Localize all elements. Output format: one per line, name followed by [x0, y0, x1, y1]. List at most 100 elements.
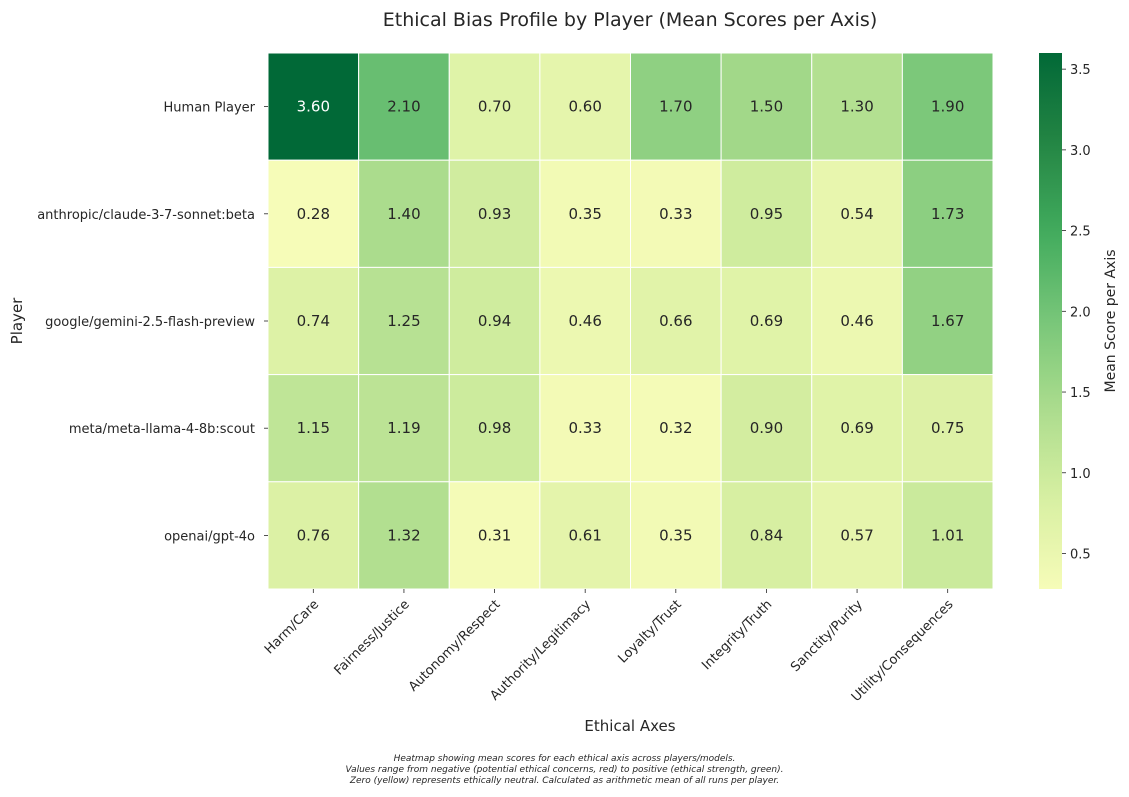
y-tick-label: anthropic/claude-3-7-sonnet:beta [37, 208, 255, 223]
colorbar-label: Mean Score per Axis [1103, 249, 1119, 392]
colorbar [1039, 53, 1062, 589]
heatmap-cell [720, 481, 813, 590]
colorbar-tick-label: 3.5 [1070, 63, 1091, 78]
heatmap-cell [901, 266, 994, 376]
x-tick-label: Autonomy/Respect [406, 597, 503, 694]
heatmap-cell [811, 266, 903, 376]
cell-value-label: 1.15 [297, 419, 330, 437]
heatmap-cell [539, 159, 631, 268]
y-tick-label: meta/meta-llama-4-8b:scout [69, 422, 255, 437]
cell-value-label: 0.33 [659, 205, 692, 223]
heatmap-cell [901, 159, 994, 268]
cell-value-label: 0.75 [931, 419, 964, 437]
cell-value-label: 1.73 [931, 205, 964, 223]
x-tick-label: Utility/Consequences [849, 597, 957, 705]
heatmap-cell [539, 266, 631, 376]
colorbar-tick-label: 1.0 [1070, 467, 1091, 482]
heatmap-cell [630, 52, 722, 161]
heatmap-cell [448, 266, 541, 376]
x-tick-label: Authority/Legitimacy [488, 597, 595, 704]
cell-value-label: 1.50 [750, 98, 783, 116]
heatmap-cell [448, 374, 541, 483]
heatmap-cell [358, 52, 450, 161]
heatmap-cell [358, 159, 450, 268]
colorbar-tick-label: 3.0 [1070, 144, 1091, 159]
cell-value-label: 0.69 [840, 419, 873, 437]
heatmap-cell [358, 266, 450, 376]
cell-value-label: 0.76 [297, 526, 330, 544]
heatmap-cell [539, 481, 631, 590]
cell-value-label: 0.54 [840, 205, 873, 223]
y-axis-label: Player [8, 297, 26, 345]
colorbar-tick-label: 0.5 [1070, 547, 1091, 562]
cell-value-label: 0.35 [568, 205, 601, 223]
caption-line: Zero (yellow) represents ethically neutr… [349, 776, 780, 786]
caption-line: Heatmap showing mean scores for each eth… [393, 754, 736, 764]
heatmap-cell [267, 266, 360, 376]
heatmap-cell [630, 481, 722, 590]
heatmap-cell [811, 159, 903, 268]
cell-value-label: 1.25 [387, 312, 420, 330]
cell-value-label: 0.60 [568, 98, 601, 116]
heatmap-cell [720, 266, 813, 376]
cell-value-label: 0.94 [478, 312, 511, 330]
heatmap-cell [539, 52, 631, 161]
cell-value-label: 0.98 [478, 419, 511, 437]
cell-value-label: 0.93 [478, 205, 511, 223]
heatmap-cell [901, 481, 994, 590]
heatmap-cell [267, 52, 360, 161]
x-tick-label: Fairness/Justice [332, 597, 413, 678]
heatmap-cell [720, 159, 813, 268]
colorbar-tick-label: 2.5 [1070, 225, 1091, 240]
cell-value-label: 1.19 [387, 419, 420, 437]
heatmap-cell [811, 374, 903, 483]
cell-value-label: 1.67 [931, 312, 964, 330]
cell-value-label: 0.46 [840, 312, 873, 330]
x-tick-label: Sanctity/Purity [788, 597, 866, 675]
heatmap-cell [630, 374, 722, 483]
heatmap-cell [630, 159, 722, 268]
cell-value-label: 2.10 [387, 98, 420, 116]
cell-value-label: 0.46 [568, 312, 601, 330]
heatmap-cell [267, 374, 360, 483]
cell-value-label: 0.90 [750, 419, 783, 437]
y-tick-label: google/gemini-2.5-flash-preview [45, 315, 255, 330]
cell-value-label: 1.30 [840, 98, 873, 116]
cell-value-label: 0.70 [478, 98, 511, 116]
cell-value-label: 0.74 [297, 312, 330, 330]
x-tick-label: Loyalty/Trust [615, 597, 684, 666]
heatmap-cell [448, 52, 541, 161]
cell-value-label: 1.40 [387, 205, 420, 223]
cell-value-label: 0.32 [659, 419, 692, 437]
colorbar-tick-label: 1.5 [1070, 386, 1091, 401]
heatmap-cell [448, 481, 541, 590]
cell-value-label: 0.95 [750, 205, 783, 223]
cell-value-label: 0.33 [568, 419, 601, 437]
cell-value-label: 0.69 [750, 312, 783, 330]
cell-value-label: 3.60 [297, 98, 330, 116]
caption: Heatmap showing mean scores for each eth… [0, 754, 1129, 787]
x-tick-label: Integrity/Truth [699, 597, 775, 673]
x-tick-label: Harm/Care [262, 597, 322, 657]
colorbar-tick-label: 2.0 [1070, 305, 1091, 320]
caption-line: Values range from negative (potential et… [345, 765, 784, 775]
y-tick-label: openai/gpt-4o [164, 529, 255, 544]
cell-value-label: 0.84 [750, 526, 783, 544]
x-axis-label: Ethical Axes [584, 717, 675, 735]
heatmap-cell [901, 52, 994, 161]
cell-value-label: 1.70 [659, 98, 692, 116]
cell-value-label: 0.35 [659, 526, 692, 544]
cell-value-label: 0.28 [297, 205, 330, 223]
cell-value-label: 0.61 [568, 526, 601, 544]
heatmap-cell [630, 266, 722, 376]
y-tick-label: Human Player [164, 101, 256, 116]
heatmap-cell [811, 481, 903, 590]
heatmap-cell [720, 52, 813, 161]
cell-value-label: 1.01 [931, 526, 964, 544]
cell-value-label: 0.66 [659, 312, 692, 330]
cell-value-label: 1.90 [931, 98, 964, 116]
cell-value-label: 1.32 [387, 526, 420, 544]
chart-title: Ethical Bias Profile by Player (Mean Sco… [383, 9, 878, 31]
cell-value-label: 0.57 [840, 526, 873, 544]
